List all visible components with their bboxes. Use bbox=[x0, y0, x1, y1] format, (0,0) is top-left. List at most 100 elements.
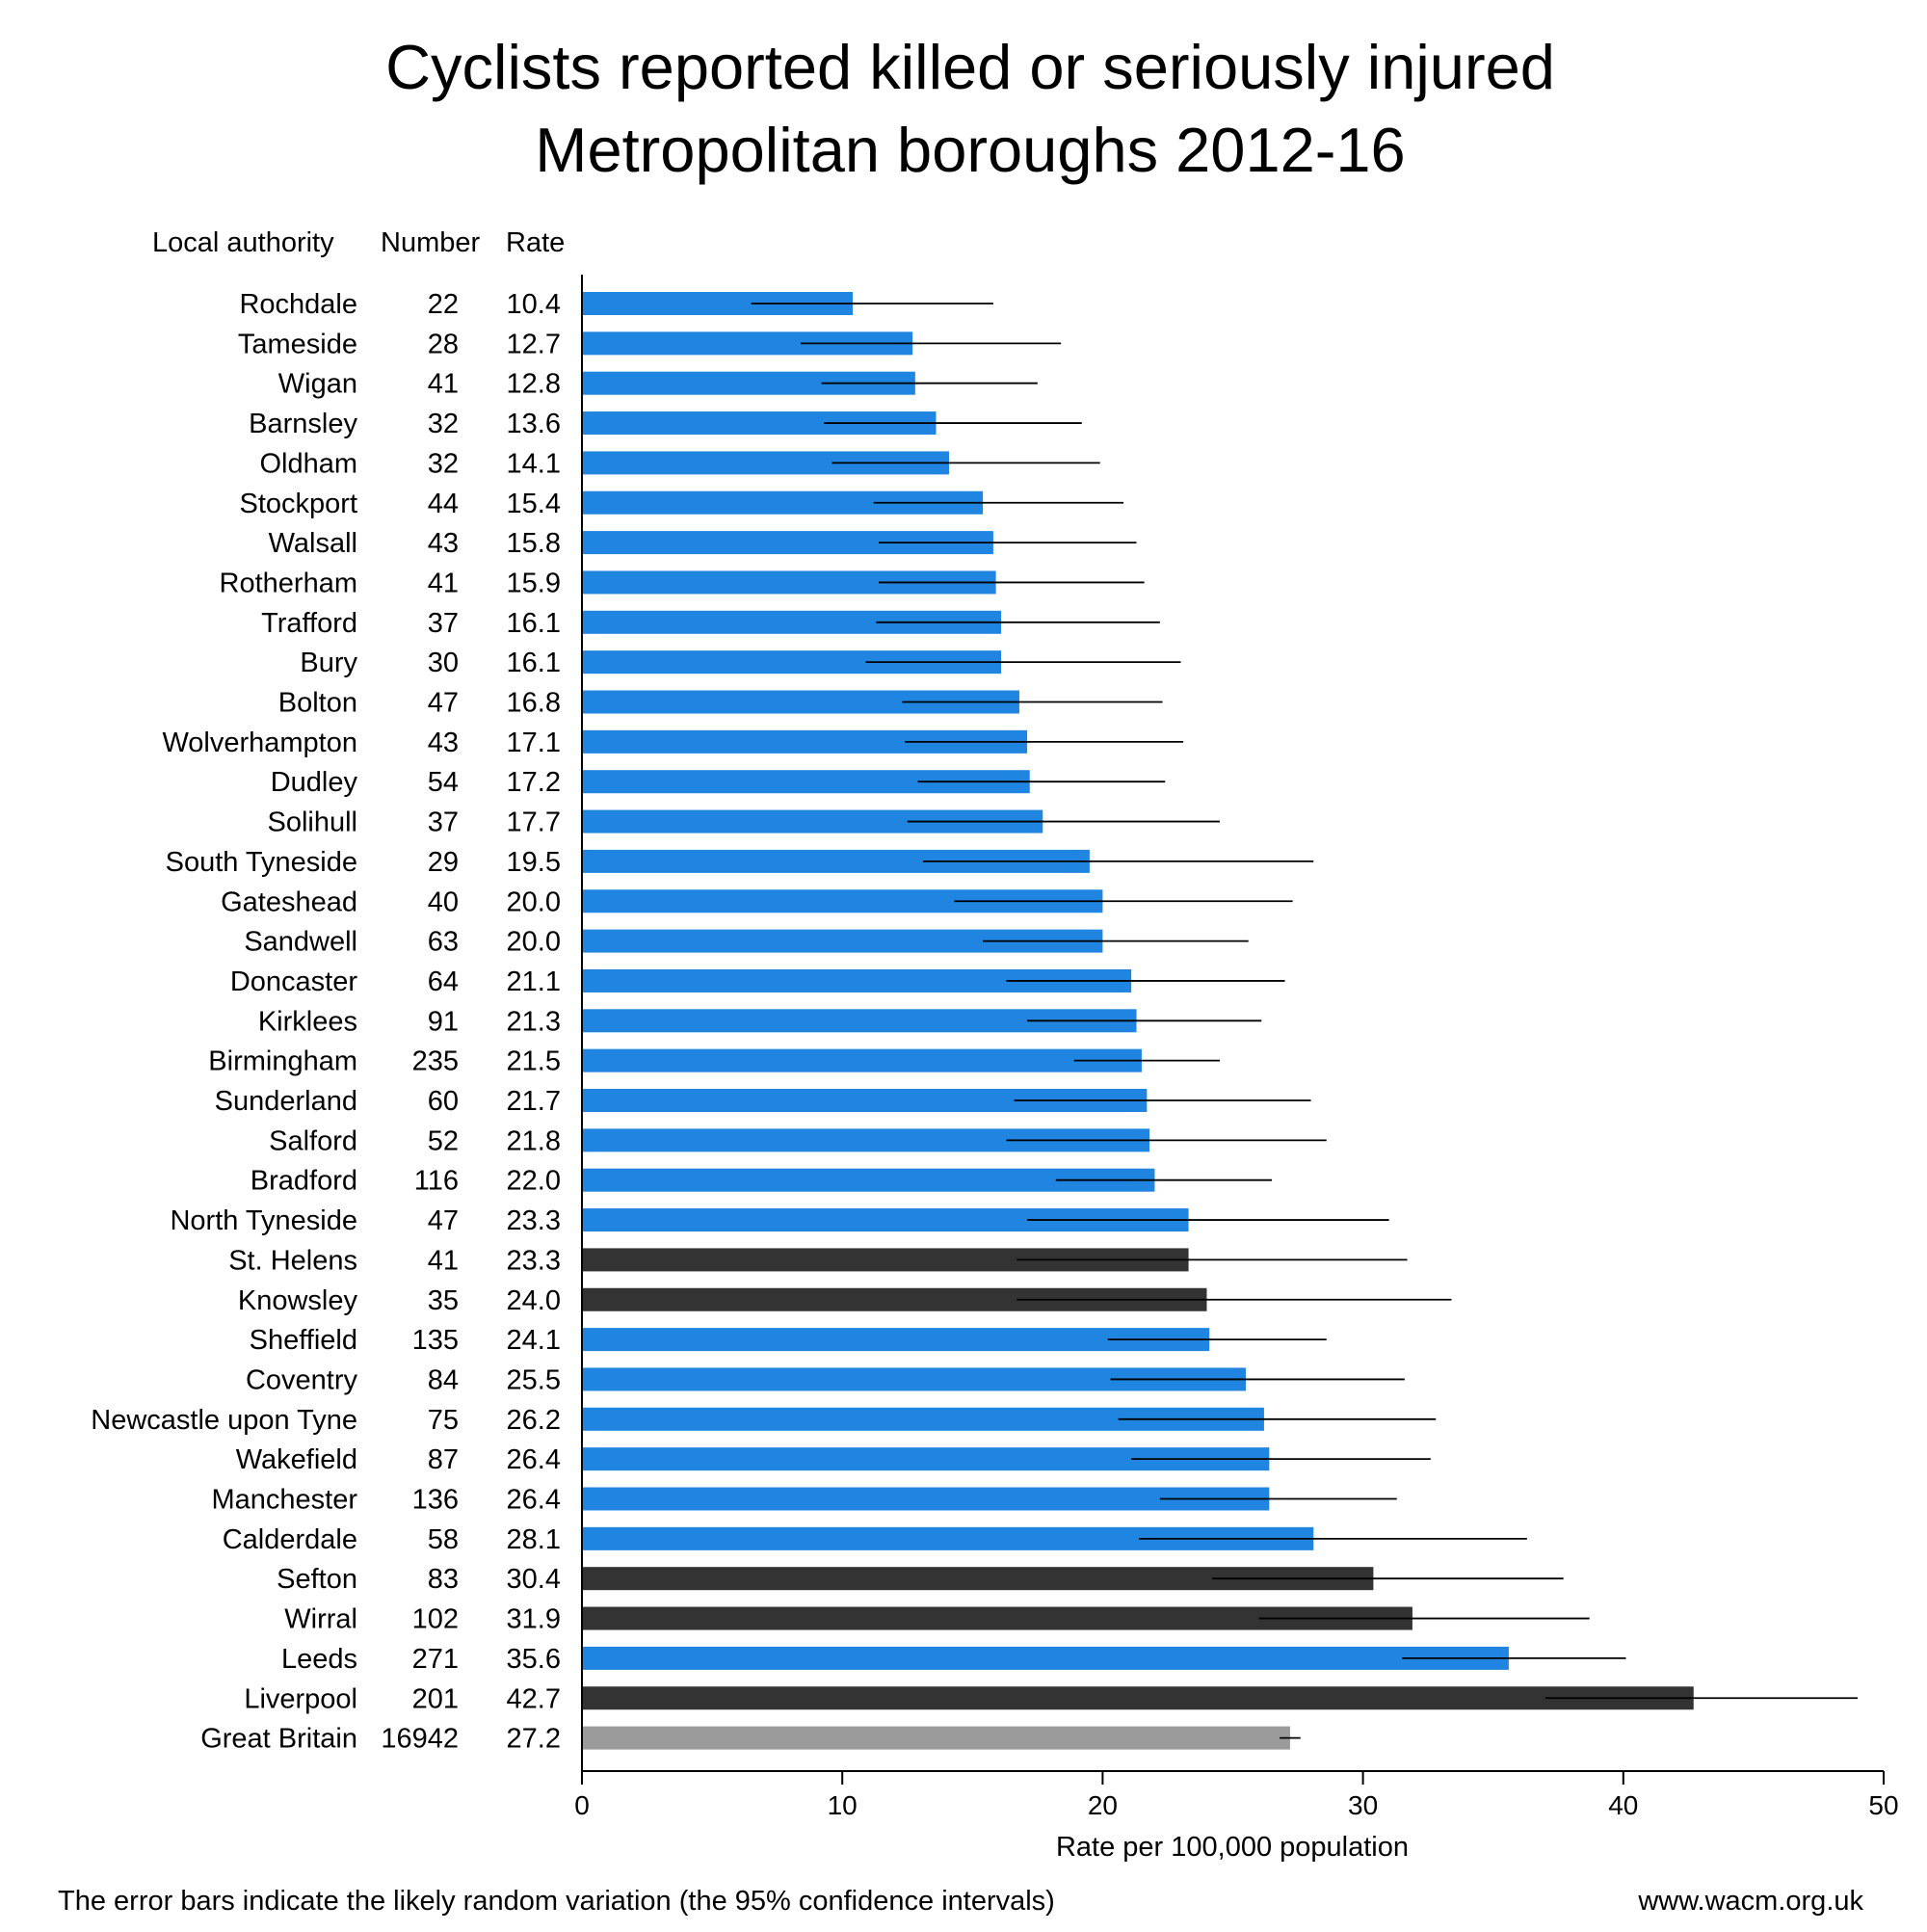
bar bbox=[582, 1686, 1694, 1710]
row-number: 52 bbox=[428, 1125, 459, 1156]
row-number: 102 bbox=[412, 1604, 459, 1635]
row-label: Great Britain bbox=[200, 1724, 357, 1755]
row-rate: 15.8 bbox=[507, 528, 561, 559]
row-label: Manchester bbox=[211, 1485, 357, 1516]
row-label: Oldham bbox=[259, 448, 357, 479]
row-number: 37 bbox=[428, 608, 459, 639]
row-number: 54 bbox=[428, 767, 459, 798]
row-label: Sheffield bbox=[250, 1325, 357, 1356]
chart-row: Wolverhampton 43 17.1 bbox=[162, 728, 1184, 758]
row-label: Sefton bbox=[277, 1564, 357, 1595]
bar bbox=[582, 1487, 1270, 1511]
row-rate: 22.0 bbox=[507, 1166, 561, 1197]
row-label: Bury bbox=[300, 648, 357, 678]
row-rate: 15.4 bbox=[507, 489, 561, 519]
row-rate: 24.0 bbox=[507, 1285, 561, 1316]
row-rate: 17.1 bbox=[507, 728, 561, 758]
chart-row: Birmingham 235 21.5 bbox=[208, 1046, 1220, 1077]
row-rate: 24.1 bbox=[507, 1325, 561, 1356]
chart-title-line-2: Metropolitan boroughs 2012-16 bbox=[535, 115, 1405, 185]
row-label: Bolton bbox=[278, 688, 357, 719]
chart-row: South Tyneside 29 19.5 bbox=[166, 847, 1314, 878]
row-rate: 20.0 bbox=[507, 927, 561, 958]
row-number: 58 bbox=[428, 1524, 459, 1555]
x-tick-label: 30 bbox=[1348, 1790, 1378, 1820]
row-number: 35 bbox=[428, 1285, 459, 1316]
row-label: Tameside bbox=[238, 329, 357, 359]
chart-row: Oldham 32 14.1 bbox=[259, 448, 1100, 479]
row-number: 41 bbox=[428, 1245, 459, 1276]
row-label: Wirral bbox=[284, 1604, 357, 1635]
row-label: Dudley bbox=[271, 767, 358, 798]
row-rate: 10.4 bbox=[507, 289, 561, 320]
row-rate: 42.7 bbox=[507, 1683, 561, 1714]
row-number: 271 bbox=[412, 1644, 459, 1675]
chart-row: Kirklees 91 21.3 bbox=[258, 1006, 1262, 1037]
row-number: 64 bbox=[428, 966, 459, 997]
row-rate: 25.5 bbox=[507, 1364, 561, 1395]
chart-row: Walsall 43 15.8 bbox=[269, 528, 1137, 559]
chart-row: Knowsley 35 24.0 bbox=[238, 1285, 1452, 1316]
chart-row: Sandwell 63 20.0 bbox=[244, 927, 1249, 958]
chart-row: Doncaster 64 21.1 bbox=[230, 966, 1285, 997]
row-number: 60 bbox=[428, 1086, 459, 1117]
chart-row: Bradford 116 22.0 bbox=[251, 1166, 1273, 1197]
row-number: 116 bbox=[414, 1166, 459, 1197]
row-label: Calderdale bbox=[223, 1524, 357, 1555]
row-label: Doncaster bbox=[230, 966, 358, 997]
chart-row: Trafford 37 16.1 bbox=[261, 608, 1160, 639]
row-number: 47 bbox=[428, 1205, 459, 1236]
row-rate: 35.6 bbox=[507, 1644, 561, 1675]
bar bbox=[582, 1726, 1290, 1750]
row-label: Barnsley bbox=[249, 409, 357, 439]
row-number: 40 bbox=[428, 887, 459, 917]
row-label: Liverpool bbox=[244, 1683, 357, 1714]
chart-row: Rochdale 22 10.4 bbox=[239, 289, 993, 320]
chart-row: Barnsley 32 13.6 bbox=[249, 409, 1082, 439]
chart-row: Wakefield 87 26.4 bbox=[236, 1444, 1431, 1475]
source-url: www.wacm.org.uk bbox=[1637, 1886, 1863, 1917]
row-rate: 27.2 bbox=[507, 1724, 561, 1755]
row-label: Leeds bbox=[281, 1644, 357, 1675]
row-number: 29 bbox=[428, 847, 459, 878]
chart-row: Sunderland 60 21.7 bbox=[215, 1086, 1311, 1117]
chart-row: Calderdale 58 28.1 bbox=[223, 1524, 1527, 1555]
chart-row: Rotherham 41 15.9 bbox=[220, 568, 1145, 598]
chart-row: Gateshead 40 20.0 bbox=[221, 887, 1293, 917]
bar bbox=[582, 1328, 1210, 1352]
row-number: 16942 bbox=[381, 1724, 459, 1755]
row-label: St. Helens bbox=[228, 1245, 357, 1276]
row-rate: 16.1 bbox=[507, 648, 561, 678]
row-label: Sunderland bbox=[215, 1086, 357, 1117]
chart-row: Dudley 54 17.2 bbox=[271, 767, 1166, 798]
row-label: North Tyneside bbox=[170, 1205, 357, 1236]
x-axis-title: Rate per 100,000 population bbox=[1056, 1832, 1409, 1863]
column-header-rate: Rate bbox=[506, 227, 565, 258]
chart-row: Sheffield 135 24.1 bbox=[250, 1325, 1327, 1356]
row-rate: 26.4 bbox=[507, 1485, 561, 1516]
x-tick-label: 50 bbox=[1868, 1790, 1898, 1820]
row-rate: 15.9 bbox=[507, 568, 561, 598]
row-rate: 23.3 bbox=[507, 1205, 561, 1236]
row-number: 63 bbox=[428, 927, 459, 958]
x-tick-label: 0 bbox=[574, 1790, 590, 1820]
chart-row: St. Helens 41 23.3 bbox=[228, 1245, 1408, 1276]
row-label: Wolverhampton bbox=[162, 728, 357, 758]
rows-layer: Rochdale 22 10.4 Tameside 28 12.7 Wigan 41 12.8 B… bbox=[91, 289, 1858, 1755]
row-rate: 17.2 bbox=[507, 767, 561, 798]
row-number: 41 bbox=[428, 568, 459, 598]
bar bbox=[582, 1646, 1509, 1670]
row-label: Stockport bbox=[240, 489, 358, 519]
row-rate: 21.7 bbox=[507, 1086, 561, 1117]
row-number: 75 bbox=[428, 1405, 459, 1436]
chart-row: Manchester 136 26.4 bbox=[211, 1485, 1397, 1516]
row-number: 235 bbox=[412, 1046, 459, 1077]
chart-row: Solihull 37 17.7 bbox=[268, 807, 1220, 838]
row-rate: 21.1 bbox=[507, 966, 561, 997]
row-label: Rochdale bbox=[239, 289, 357, 320]
row-number: 43 bbox=[428, 528, 459, 559]
row-rate: 21.3 bbox=[507, 1006, 561, 1037]
row-rate: 31.9 bbox=[507, 1604, 561, 1635]
row-label: Wakefield bbox=[236, 1444, 357, 1475]
